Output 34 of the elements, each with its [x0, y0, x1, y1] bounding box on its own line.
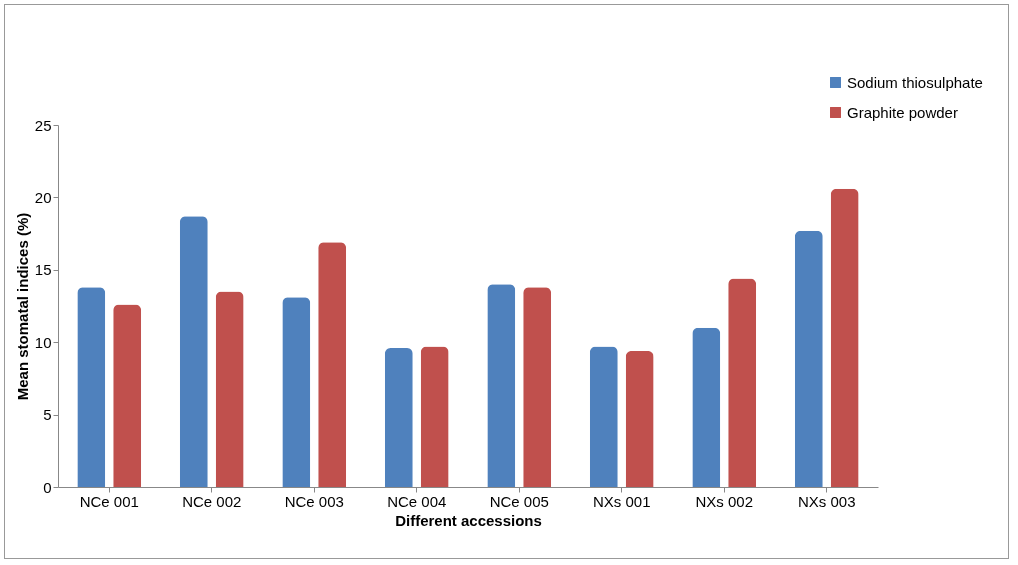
- y-tick-label: 25: [34, 116, 52, 134]
- legend-label: Sodium thiosulphate: [847, 73, 983, 91]
- x-tick-label: NCe 003: [284, 492, 344, 510]
- bar: [487, 284, 516, 487]
- bar: [384, 347, 413, 487]
- y-axis-title: Mean stomatal indices (%): [13, 212, 31, 401]
- x-tick-label: NXs 001: [592, 492, 651, 510]
- bar: [318, 242, 347, 487]
- bar: [77, 287, 106, 487]
- legend-label: Graphite powder: [847, 103, 958, 121]
- y-tick-label: 10: [34, 333, 52, 351]
- y-tick-label: 5: [43, 406, 52, 424]
- bar: [589, 346, 618, 487]
- x-tick-label: NXs 003: [797, 492, 856, 510]
- y-tick-label: 15: [34, 261, 52, 279]
- x-tick-label: NCe 001: [79, 492, 139, 510]
- bar: [625, 350, 654, 487]
- bar: [215, 291, 244, 487]
- x-tick-label: NCe 005: [489, 492, 549, 510]
- bar: [692, 327, 721, 487]
- y-tick-label: 0: [43, 478, 52, 496]
- bar: [282, 297, 311, 487]
- x-tick-label: NCe 002: [182, 492, 242, 510]
- x-tick-label: NCe 004: [387, 492, 447, 510]
- bar: [728, 278, 757, 487]
- x-axis-title: Different accessions: [395, 511, 542, 529]
- y-tick-label: 20: [34, 188, 52, 206]
- bar: [523, 287, 552, 487]
- bar: [830, 188, 859, 487]
- bar: [113, 304, 142, 487]
- bar: [794, 230, 823, 487]
- bar: [179, 216, 208, 487]
- bar: [420, 346, 449, 487]
- x-tick-label: NXs 002: [695, 492, 754, 510]
